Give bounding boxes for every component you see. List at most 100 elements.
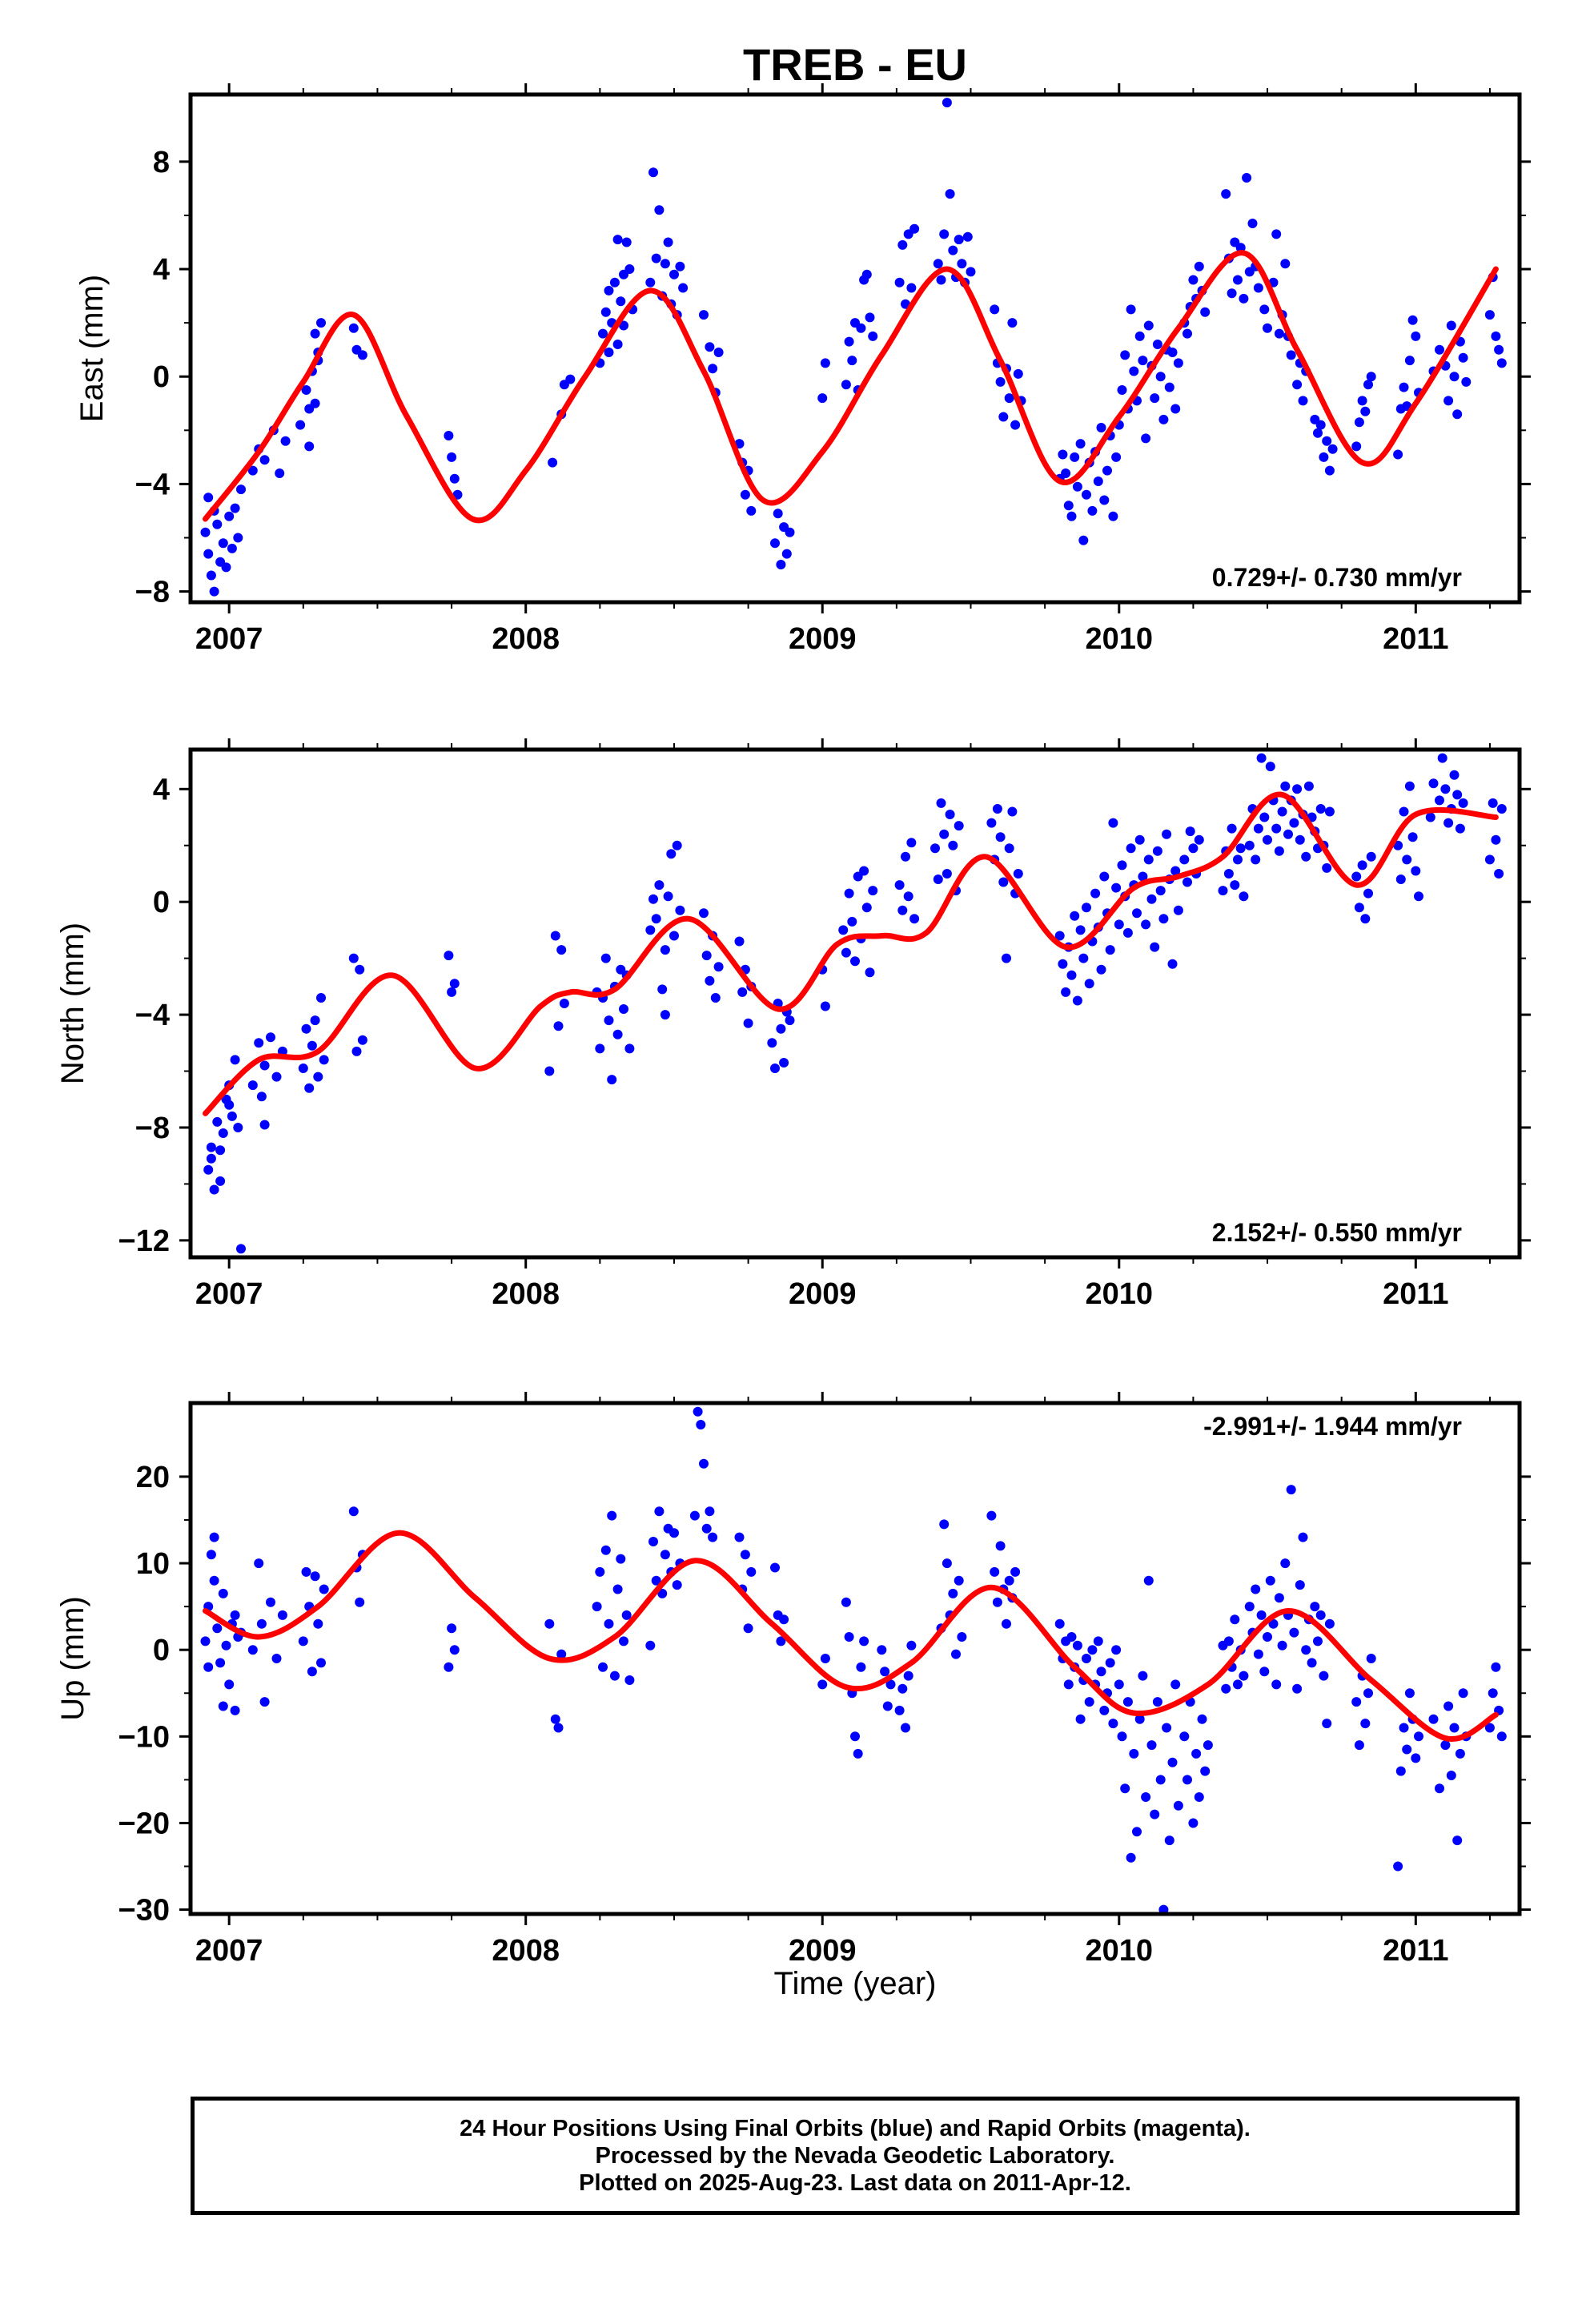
data-point: [885, 1679, 896, 1690]
data-point: [1194, 261, 1204, 271]
data-point: [1256, 1610, 1267, 1620]
data-point: [275, 468, 285, 478]
data-point: [307, 1040, 317, 1051]
data-point: [215, 1176, 226, 1186]
data-point: [1200, 307, 1211, 317]
y-tick-label: −8: [135, 576, 170, 609]
data-point: [1263, 834, 1272, 845]
data-point: [447, 987, 457, 997]
data-point: [1096, 964, 1106, 975]
data-point: [897, 905, 908, 915]
data-point: [654, 880, 665, 891]
data-point: [1126, 304, 1136, 315]
data-point: [663, 891, 673, 902]
data-point: [939, 1519, 950, 1530]
data-point: [1280, 781, 1291, 791]
data-point: [657, 1588, 668, 1598]
data-point: [447, 1623, 457, 1634]
y-tick-label: −10: [118, 1720, 170, 1754]
data-point: [903, 891, 913, 902]
data-point: [1280, 1558, 1291, 1569]
x-tick-label: 2007: [195, 1934, 263, 1968]
data-point: [1363, 380, 1373, 390]
data-point: [1366, 1654, 1376, 1663]
data-point: [1167, 959, 1178, 969]
data-point: [936, 798, 946, 808]
data-point: [203, 493, 214, 503]
data-point: [1138, 356, 1148, 366]
data-point: [1443, 396, 1454, 406]
data-point: [1256, 753, 1267, 763]
data-point: [909, 914, 920, 924]
data-point: [817, 1679, 828, 1690]
data-point: [701, 951, 712, 961]
data-point: [986, 818, 997, 828]
y-tick-label: 10: [136, 1547, 170, 1581]
data-point: [1054, 931, 1065, 941]
data-point: [1488, 1688, 1498, 1699]
data-point: [604, 285, 614, 296]
fit-curve: [203, 791, 1499, 1116]
data-point: [713, 348, 724, 357]
data-point: [247, 465, 258, 476]
data-point: [666, 849, 677, 859]
data-point: [1283, 829, 1293, 839]
data-point: [595, 1566, 605, 1577]
data-point: [1271, 1679, 1282, 1690]
data-point: [1363, 888, 1373, 899]
data-point: [998, 877, 1009, 887]
data-point: [203, 1662, 214, 1672]
data-point: [227, 543, 237, 553]
data-point: [548, 457, 558, 468]
data-point: [1122, 927, 1133, 938]
data-point: [1395, 875, 1406, 884]
y-axis-label: Up (mm): [55, 1596, 90, 1721]
data-point: [1354, 1740, 1364, 1751]
data-point: [868, 886, 878, 896]
data-point: [316, 993, 326, 1003]
data-point: [1188, 1818, 1199, 1828]
data-point: [1301, 851, 1311, 862]
x-tick-label: 2010: [1086, 1934, 1154, 1968]
data-point: [654, 1506, 665, 1517]
data-point: [304, 1083, 315, 1093]
data-point: [705, 1506, 715, 1517]
data-point: [556, 945, 567, 955]
data-point: [657, 984, 668, 995]
data-point: [847, 356, 857, 366]
data-point: [672, 840, 682, 850]
fit-curve: [203, 1530, 1499, 1743]
data-point: [1096, 423, 1106, 432]
data-point: [1182, 328, 1192, 339]
panel-1: 2007 2008 2009 2010 2011 8 4 0 −4 −8 East (mm) 0.72…: [74, 83, 1531, 656]
data-point: [301, 385, 311, 395]
data-point: [1230, 1614, 1240, 1625]
x-tick-label: 2010: [1086, 622, 1154, 656]
data-point: [1221, 1683, 1231, 1694]
data-point: [444, 431, 454, 440]
data-point: [200, 527, 211, 537]
data-point: [663, 237, 673, 247]
data-point: [1004, 1575, 1014, 1586]
data-point: [1111, 452, 1122, 462]
data-point: [1002, 953, 1011, 963]
data-point: [224, 511, 235, 521]
data-point: [203, 549, 214, 559]
data-point: [1251, 1584, 1261, 1594]
data-point: [1143, 320, 1154, 331]
data-point: [820, 1001, 830, 1011]
data-point: [962, 231, 973, 242]
y-tick-label: −20: [118, 1807, 170, 1840]
data-point: [779, 1058, 789, 1068]
data-point: [1458, 352, 1468, 363]
data-point: [1188, 275, 1199, 285]
data-point: [624, 1043, 635, 1054]
data-point: [1268, 1618, 1279, 1629]
data-point: [1399, 1723, 1409, 1733]
data-point: [844, 888, 854, 899]
fit-curve: [203, 250, 1499, 524]
data-point: [660, 945, 670, 955]
data-point: [713, 962, 724, 972]
